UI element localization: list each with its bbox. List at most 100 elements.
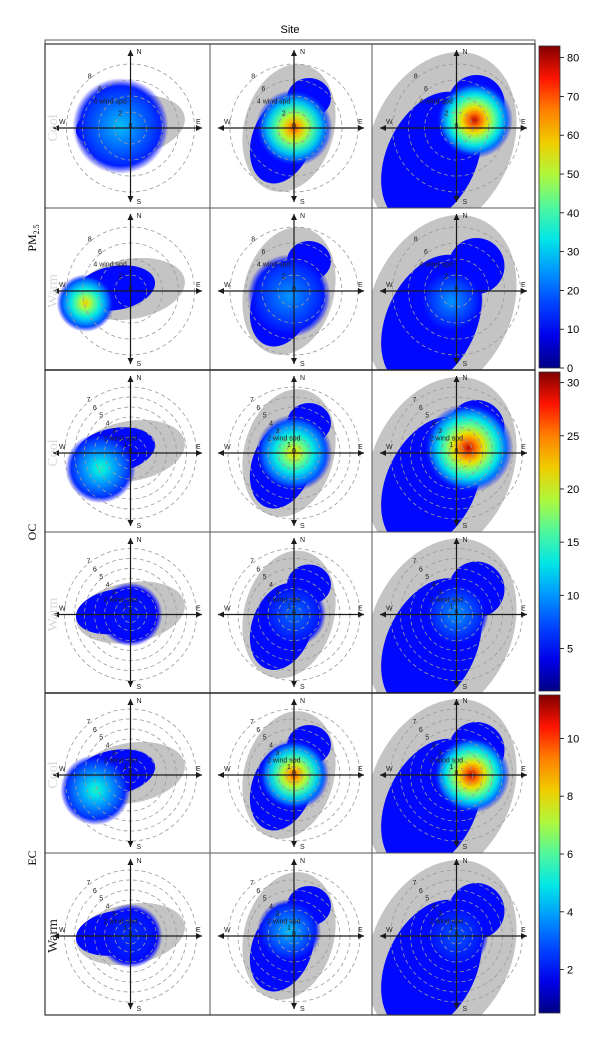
ring-label: 2 wind spd bbox=[267, 919, 301, 926]
arrowhead bbox=[53, 125, 59, 131]
ring-label: 6 bbox=[424, 249, 428, 256]
svg-text:EC: EC bbox=[25, 850, 39, 865]
colorbar-tick-label: 25 bbox=[567, 431, 579, 443]
arrowhead bbox=[358, 933, 364, 939]
compass-label: W bbox=[386, 444, 393, 451]
ring-label: 7 bbox=[250, 397, 254, 404]
compass-label: S bbox=[463, 199, 468, 206]
ring-label: 8 bbox=[88, 74, 92, 81]
panel-plot-area: 864 wind spd20NESW bbox=[53, 49, 202, 206]
compass-label: W bbox=[224, 444, 231, 451]
colorbar-tick-label: 8 bbox=[567, 791, 573, 803]
colorbar-gradient bbox=[538, 45, 561, 369]
site-header-label: Site bbox=[281, 24, 300, 36]
ring-label: 5 bbox=[263, 413, 267, 420]
ring-label: 4 bbox=[106, 582, 110, 589]
ring-label: 5 bbox=[425, 896, 429, 903]
ring-label: 5 bbox=[99, 413, 103, 420]
ring-label: 5 bbox=[425, 735, 429, 742]
colorbar-gradient bbox=[538, 694, 561, 1014]
ring-label: 1 bbox=[449, 925, 453, 932]
ring-label: 3 bbox=[275, 750, 279, 757]
colorbar-tick-label: 6 bbox=[567, 849, 573, 861]
compass-label: S bbox=[463, 523, 468, 530]
arrowhead bbox=[53, 450, 59, 456]
ring-label: 1 bbox=[287, 442, 291, 449]
compass-label: W bbox=[224, 927, 231, 934]
compass-label: S bbox=[300, 844, 305, 851]
ring-label: 3 bbox=[438, 911, 442, 918]
compass-label: N bbox=[463, 698, 468, 705]
concentration-hotspot bbox=[436, 81, 513, 159]
arrowhead bbox=[453, 50, 460, 56]
compass-label: W bbox=[386, 927, 393, 934]
arrowhead bbox=[453, 681, 460, 687]
ring-label: 7 bbox=[412, 559, 416, 566]
compass-label: E bbox=[196, 119, 201, 126]
ring-label: 8 bbox=[414, 74, 418, 81]
ring-label: 8 bbox=[251, 237, 255, 244]
arrowhead bbox=[196, 933, 202, 939]
ring-label: 3 bbox=[275, 589, 279, 596]
arrowhead bbox=[453, 214, 460, 220]
panel-plot-area: 864 wind spd20NESW bbox=[218, 213, 364, 368]
compass-label: W bbox=[224, 282, 231, 289]
arrowhead bbox=[127, 376, 134, 382]
polar-panel-pm25-warm-2: 864 wind spd20NESW bbox=[209, 207, 373, 371]
compass-label: E bbox=[196, 444, 201, 451]
pm25-label-main: PM bbox=[25, 234, 39, 252]
compass-label: N bbox=[300, 375, 305, 382]
colorbar-tick-label: 40 bbox=[567, 208, 579, 220]
season-label-cool: Cool bbox=[46, 439, 61, 466]
pollutant-label-oc: OC bbox=[25, 524, 39, 541]
arrowhead bbox=[453, 1003, 460, 1009]
compass-label: S bbox=[300, 199, 305, 206]
arrowhead bbox=[218, 933, 224, 939]
ring-label: 4 bbox=[432, 742, 436, 749]
ring-label: 6 bbox=[93, 566, 97, 573]
colorbar-tick-label: 10 bbox=[567, 590, 579, 602]
compass-label: S bbox=[137, 844, 142, 851]
ring-label: 2 wind spd bbox=[267, 597, 301, 604]
ring-label: 2 bbox=[118, 274, 122, 281]
compass-label: S bbox=[137, 361, 142, 368]
ring-label: 4 bbox=[106, 420, 110, 427]
compass-label: E bbox=[521, 282, 526, 289]
arrowhead bbox=[291, 214, 297, 220]
ring-label: 4 wind spd bbox=[93, 261, 127, 268]
ring-label: 2 wind spd bbox=[430, 919, 464, 926]
ring-label: 3 bbox=[438, 589, 442, 596]
ring-label: 2 wind spd bbox=[430, 436, 464, 443]
ring-label: 6 bbox=[424, 86, 428, 93]
ring-label: 8 bbox=[414, 237, 418, 244]
compass-label: N bbox=[137, 213, 142, 220]
compass-label: W bbox=[59, 444, 66, 451]
panel-plot-area: 864 wind spd20NESW bbox=[372, 213, 527, 370]
season-label-warm: Warm bbox=[46, 274, 61, 308]
ring-label: 7 bbox=[250, 880, 254, 887]
ring-label: 4 wind spd bbox=[257, 261, 291, 268]
compass-label: S bbox=[463, 361, 468, 368]
compass-label: W bbox=[386, 766, 393, 773]
pm25-label-sub: 2.5 bbox=[32, 224, 41, 234]
ring-label: 4 wind spd bbox=[419, 98, 453, 105]
compass-label: N bbox=[137, 537, 142, 544]
ring-label: 2 bbox=[444, 111, 448, 118]
ring-label: 1 bbox=[123, 925, 127, 932]
ring-label: 6 bbox=[93, 727, 97, 734]
polar-panel-pm25-warm-1: 864 wind spd20NESWWarm bbox=[44, 207, 211, 371]
compass-label: E bbox=[358, 766, 363, 773]
ring-label: 2 bbox=[444, 274, 448, 281]
ring-label: 3 bbox=[275, 428, 279, 435]
ring-label: 5 bbox=[263, 896, 267, 903]
ring-label: 6 bbox=[261, 249, 265, 256]
ring-label: 6 bbox=[256, 888, 260, 895]
arrowhead bbox=[218, 772, 224, 778]
ring-label: 6 bbox=[261, 86, 265, 93]
ring-label: 4 wind spd bbox=[419, 261, 453, 268]
